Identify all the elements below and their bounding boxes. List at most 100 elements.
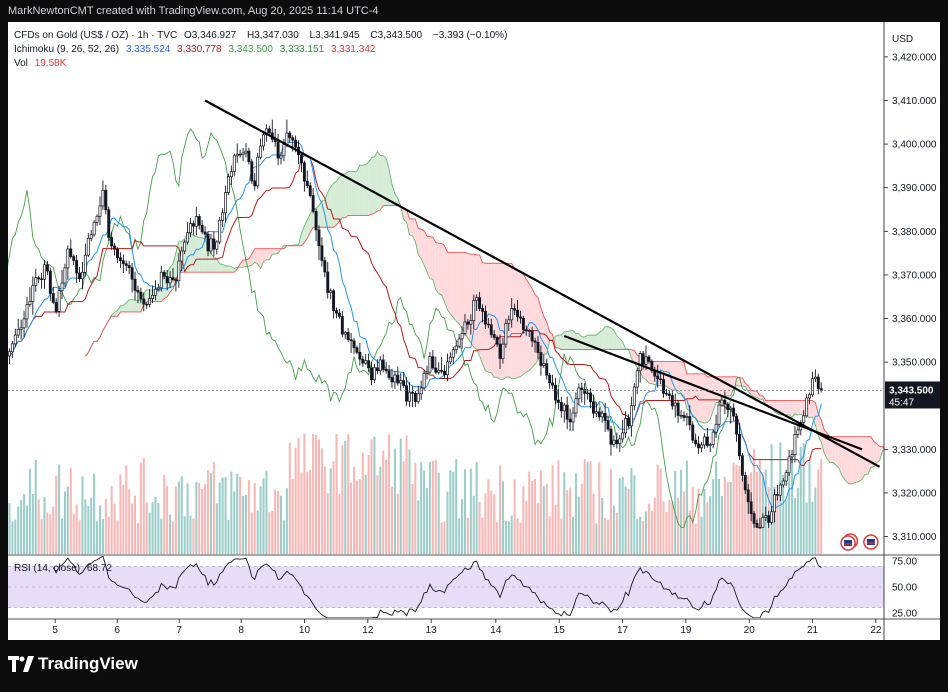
cloud-segment [403, 209, 407, 223]
volume-bar [277, 491, 280, 554]
cloud-segment [599, 330, 603, 350]
cloud-segment [514, 268, 518, 379]
time-tick-label: 19 [680, 625, 692, 636]
symbol-legend[interactable]: CFDs on Gold (US$ / OZ) · 1h · TVC O3,34… [14, 30, 511, 41]
cloud-segment [187, 233, 191, 273]
time-tick-label: 15 [554, 625, 566, 636]
candle-body [726, 403, 730, 410]
trendlines[interactable] [8, 99, 884, 551]
volume-legend[interactable]: Vol 19.58K [14, 58, 70, 69]
candle-body [504, 323, 508, 345]
candle-body [130, 267, 134, 280]
candle-body [294, 139, 298, 148]
rsi-legend[interactable]: RSI (14, close) 68.72 [14, 563, 116, 574]
volume-bar [560, 518, 563, 554]
volume-bar [315, 434, 318, 554]
price-tick-label: 3,310.000 [892, 532, 937, 543]
candle-body [57, 290, 61, 312]
volume-bar [14, 519, 17, 554]
volume-bar [136, 522, 139, 554]
cloud-segment [421, 229, 425, 266]
cloud-segment [447, 252, 451, 314]
candle-body [329, 290, 333, 293]
cloud-segment [716, 376, 720, 403]
volume-bar [440, 522, 443, 554]
volume-bar [233, 491, 236, 554]
candle-body [425, 371, 429, 374]
volume-bar [782, 474, 785, 554]
candle-body [25, 304, 29, 320]
ichimoku-value-5: 3,331.342 [330, 44, 376, 55]
ichimoku-legend[interactable]: Ichimoku (9, 26, 52, 26) 3,335.524 3,330… [14, 44, 379, 55]
volume-bar [551, 465, 554, 554]
event-icon-flag [844, 540, 853, 546]
candle-body [574, 398, 578, 414]
cloud-segment [701, 373, 705, 424]
cloud-segment [596, 332, 600, 350]
volume-bar [805, 502, 808, 554]
volume-bar [113, 503, 116, 554]
volume-bar [796, 488, 799, 554]
cloud-segment [555, 335, 559, 348]
volume-bar [557, 460, 560, 554]
volume-bar [49, 514, 52, 554]
cloud-segment [435, 242, 439, 294]
candle-body [352, 340, 356, 349]
candle-body [688, 416, 692, 426]
candle-body [408, 391, 411, 402]
volume-bar [224, 476, 227, 554]
candle-body [513, 308, 517, 311]
volume-bar [715, 461, 718, 554]
candle-body [253, 180, 257, 187]
volume-bar [259, 486, 262, 554]
volume-bar [624, 486, 627, 554]
volume-bar [539, 470, 542, 554]
candle-body [405, 385, 409, 402]
volume-bar [90, 497, 93, 554]
volume-bar [525, 500, 528, 554]
volume-bar [396, 493, 399, 554]
candle-body [781, 480, 785, 486]
volume-bar [160, 518, 163, 554]
volume-bar [469, 468, 472, 554]
volume-bar [323, 466, 326, 554]
candle-body [10, 343, 14, 353]
volume-bar [609, 469, 612, 554]
volume-bar [332, 461, 335, 554]
candle-body [305, 180, 309, 187]
candle-body [142, 298, 146, 305]
volume-bar [329, 468, 332, 554]
volume-bar [294, 447, 297, 554]
tradingview-logo[interactable]: TradingView [8, 654, 138, 674]
volume-bar [519, 522, 522, 554]
volume-bar [569, 487, 572, 554]
cloud-segment [345, 171, 349, 218]
volume-bar [788, 471, 791, 554]
candles[interactable] [8, 119, 823, 529]
volume-bar [434, 459, 437, 554]
candle-body [54, 301, 58, 312]
volume-bar [472, 495, 475, 554]
volume-bar [61, 518, 64, 554]
volume-bar [817, 469, 820, 554]
candle-body [767, 515, 771, 523]
volume-bar [385, 459, 388, 554]
volume-bar [28, 468, 31, 554]
candle-body [796, 429, 800, 435]
cloud-segment [792, 400, 795, 418]
volume-bar [239, 476, 242, 554]
attribution-text: MarkNewtonCMT created with TradingView.c… [8, 5, 379, 17]
volume-bar [154, 497, 157, 554]
candle-body [156, 287, 160, 290]
volume-bar [738, 465, 741, 554]
rsi-pane[interactable] [8, 556, 884, 618]
candle-body [700, 444, 703, 449]
volume-bar [72, 513, 75, 554]
volume-bar [8, 503, 11, 554]
volume-bar [300, 472, 303, 554]
candle-body [121, 260, 125, 265]
candle-body [752, 513, 756, 524]
candle-body [609, 428, 613, 445]
candle-body [145, 303, 149, 306]
